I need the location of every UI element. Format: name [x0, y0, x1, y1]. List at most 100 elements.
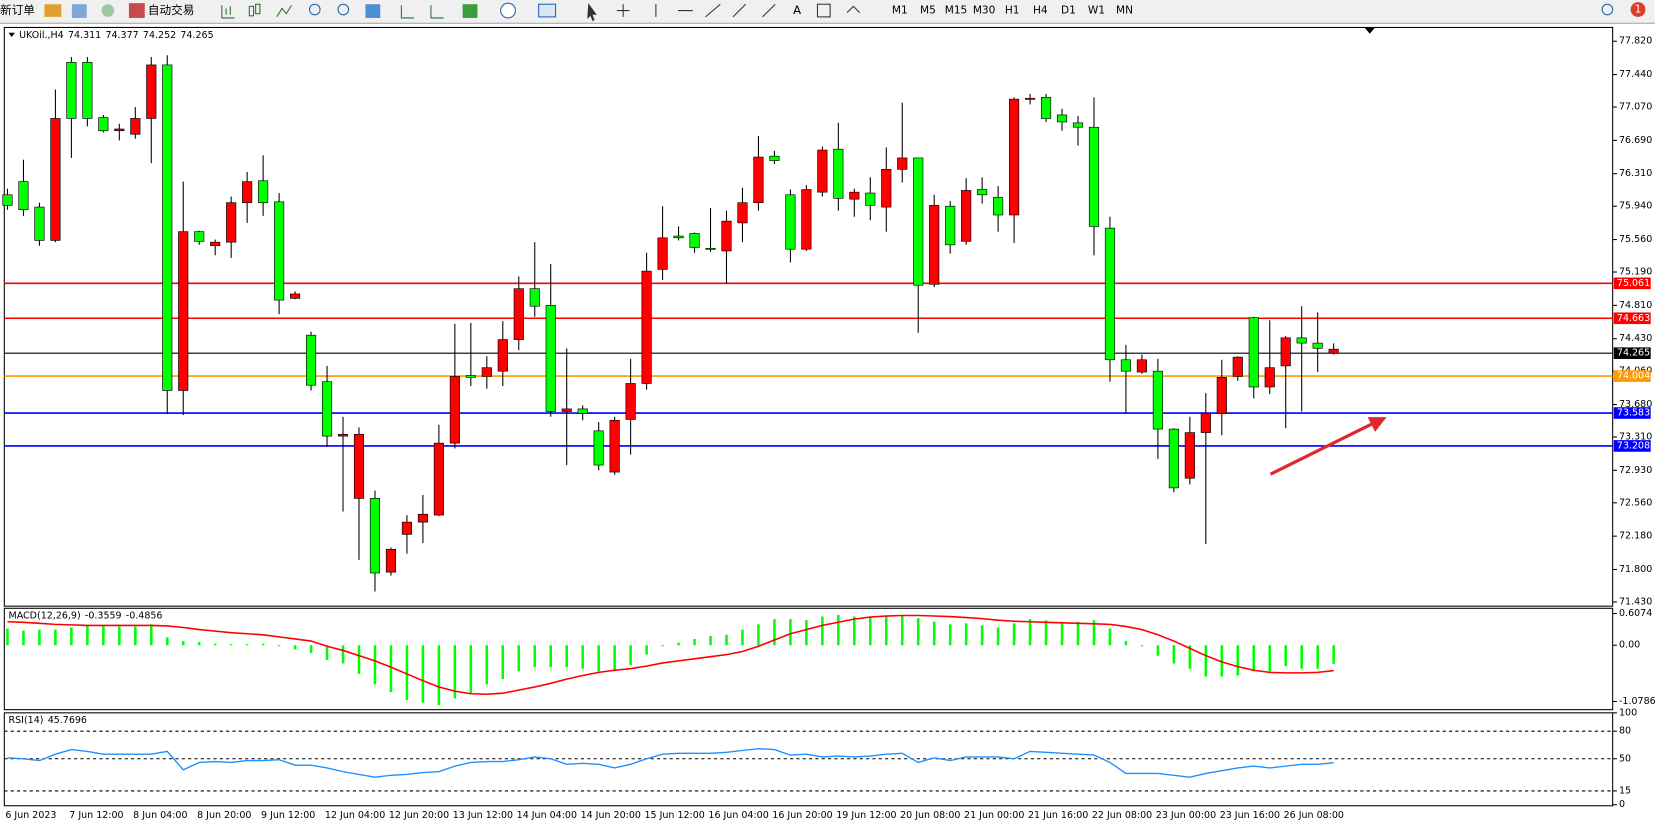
- macd-bar: [1172, 645, 1176, 664]
- candle-body: [913, 157, 924, 286]
- macd-bar: [1124, 641, 1128, 646]
- macd-bar: [22, 630, 25, 646]
- macd-bar: [741, 629, 744, 646]
- candle-body: [689, 233, 700, 248]
- scroll-icons[interactable]: [400, 5, 444, 19]
- candle-body: [625, 383, 636, 420]
- icon[interactable]: [71, 4, 87, 18]
- template-icon[interactable]: [538, 3, 557, 18]
- label-tool[interactable]: [816, 3, 831, 18]
- macd-bar: [932, 621, 936, 646]
- y-tick-label: 0: [1619, 799, 1625, 810]
- candle-body: [1280, 337, 1291, 367]
- candle-body: [226, 202, 237, 243]
- chart-type-icons[interactable]: [221, 3, 293, 19]
- alerts-badge[interactable]: [1630, 2, 1646, 17]
- icon[interactable]: [255, 3, 261, 15]
- icon[interactable]: [128, 3, 145, 18]
- y-tick-label: 72.930: [1619, 465, 1652, 476]
- zoom-in[interactable]: [308, 3, 321, 16]
- drawing-tools[interactable]: [616, 3, 776, 18]
- icon[interactable]: [221, 5, 235, 19]
- candle-body: [609, 419, 620, 473]
- candle-body: [242, 181, 253, 204]
- indicator-icon[interactable]: [462, 4, 478, 18]
- tile-icon[interactable]: [365, 4, 381, 18]
- candle-body: [98, 117, 109, 132]
- level-tag-label: 73.583: [1617, 408, 1650, 419]
- header-value: 74.311: [68, 29, 101, 40]
- y-tick-label: 72.180: [1619, 531, 1652, 542]
- x-tick-label: 8 Jun 04:00: [133, 810, 187, 821]
- macd-bar: [181, 641, 185, 646]
- x-tick-label: 16 Jun 20:00: [772, 810, 832, 821]
- icon[interactable]: [248, 5, 255, 17]
- y-tick-label: 74.810: [1619, 300, 1652, 311]
- timeframe-button[interactable]: H4: [1033, 5, 1048, 17]
- timeframe-button[interactable]: M5: [920, 5, 936, 17]
- macd-bar: [405, 645, 409, 701]
- level-tag: [1613, 370, 1651, 382]
- candle-body: [178, 231, 189, 391]
- header-value: RSI(14): [9, 715, 44, 726]
- macd-bar: [229, 644, 233, 646]
- x-tick-label: 23 Jun 00:00: [1156, 810, 1216, 821]
- candle-body: [18, 181, 29, 211]
- zoom-out[interactable]: [337, 3, 350, 16]
- candle-body: [993, 197, 1004, 216]
- candle-body: [545, 305, 556, 412]
- y-tick-label: 75.940: [1619, 201, 1652, 212]
- macd-bar: [565, 645, 568, 668]
- macd-bar: [517, 645, 521, 672]
- timeframe-button[interactable]: MN: [1116, 5, 1133, 17]
- search-icon[interactable]: [1601, 3, 1614, 16]
- macd-bar: [325, 645, 329, 660]
- candle-body: [1025, 97, 1036, 100]
- timeframe-button[interactable]: H1: [1005, 5, 1020, 17]
- timeframe-button[interactable]: M30: [973, 5, 996, 17]
- macd-bar: [693, 638, 696, 646]
- y-tick-label: 76.310: [1619, 168, 1652, 179]
- cursor-tool[interactable]: [587, 3, 597, 22]
- period-icon[interactable]: [500, 2, 516, 19]
- candle-body: [353, 434, 365, 499]
- macd-bar: [1092, 620, 1096, 646]
- x-tick-label: 6 Jun 2023: [5, 810, 56, 821]
- new-order-button[interactable]: 新订单: [0, 3, 35, 17]
- alerts-count: 1: [1635, 4, 1642, 16]
- y-tick-label: 77.070: [1619, 102, 1652, 113]
- x-tick-label: 16 Jun 04:00: [708, 810, 768, 821]
- toolbar-bg: [0, 0, 1655, 24]
- header-value: 74.265: [180, 29, 213, 40]
- candle-body: [290, 293, 301, 299]
- icon[interactable]: [276, 5, 293, 18]
- macd-bar: [709, 635, 712, 646]
- candle-body: [146, 64, 157, 119]
- timeframe-button[interactable]: W1: [1088, 5, 1105, 17]
- candle-body: [737, 202, 748, 224]
- text-tool[interactable]: A: [793, 3, 801, 17]
- macd-bar: [357, 645, 361, 674]
- level-tag-label: 75.061: [1617, 278, 1650, 289]
- level-tag: [1613, 312, 1651, 325]
- macd-bar: [1220, 645, 1224, 677]
- candle-body: [801, 189, 812, 250]
- icon[interactable]: [101, 4, 115, 17]
- candle-body: [1040, 97, 1052, 119]
- candle-body: [417, 513, 428, 523]
- timeframe-button[interactable]: D1: [1061, 5, 1076, 17]
- candle-body: [961, 190, 972, 242]
- y-tick-label: -1.0786: [1619, 696, 1655, 707]
- auto-trading-button[interactable]: 自动交易: [148, 3, 194, 17]
- candle-body: [929, 205, 940, 285]
- y-tick-label: 0.00: [1619, 640, 1640, 651]
- timeframe-button[interactable]: M15: [945, 5, 968, 17]
- candle-body: [305, 334, 317, 386]
- arrow-tool[interactable]: [846, 5, 861, 14]
- candle-body: [1200, 412, 1211, 433]
- candle-body: [274, 201, 285, 301]
- icon[interactable]: [44, 4, 62, 17]
- panel-header: MACD(12,26,9) -0.3559 -0.4856: [9, 610, 163, 621]
- timeframe-button[interactable]: M1: [892, 5, 908, 17]
